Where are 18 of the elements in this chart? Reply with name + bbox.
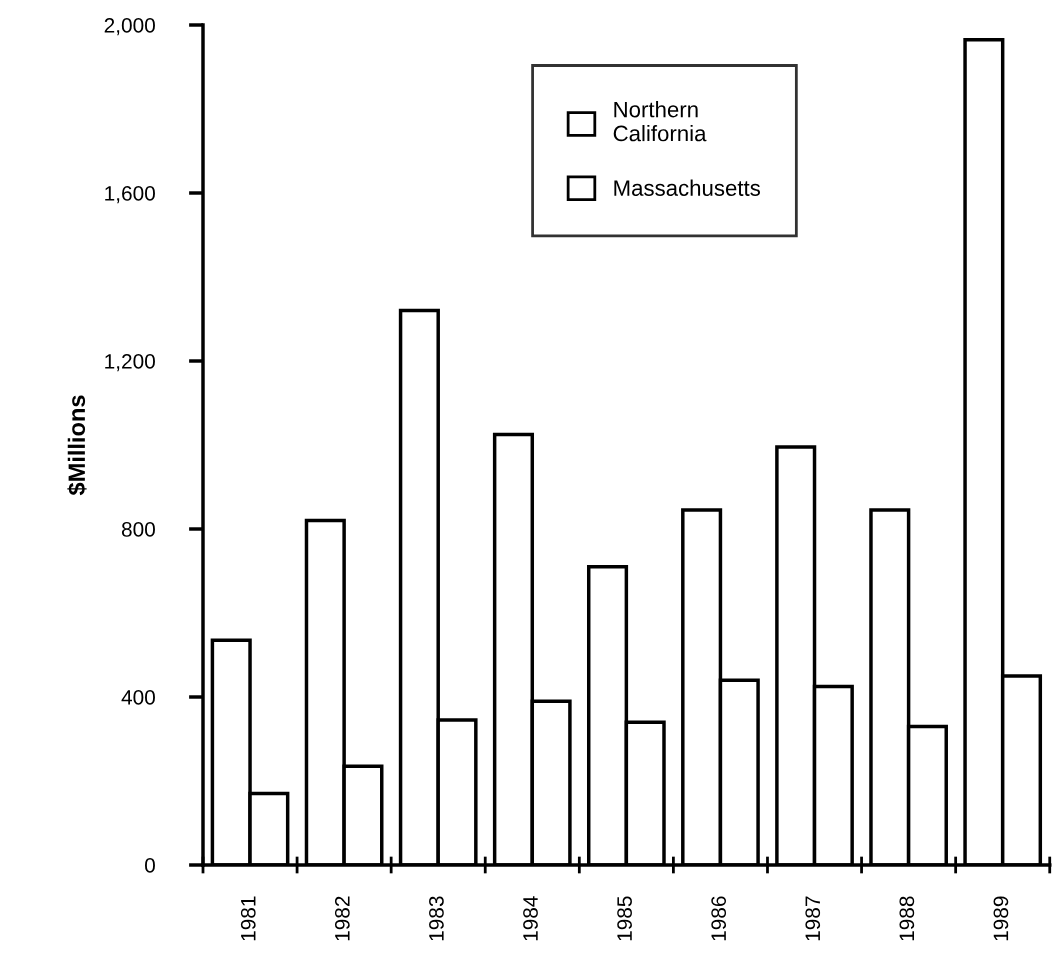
y-tick-label: 2,000 — [104, 18, 155, 36]
legend-label: Massachusetts — [614, 179, 760, 196]
x-tick-label: 1988 — [899, 896, 915, 941]
x-tick-label: 1987 — [805, 896, 821, 941]
y-tick-label: 1,600 — [105, 186, 155, 204]
x-tick-label: 1981 — [240, 896, 256, 941]
legend-label: Northern California — [613, 101, 707, 142]
x-tick-label: 1984 — [523, 896, 538, 941]
y-tick-label: 1,200 — [105, 354, 155, 372]
y-tick-label: 400 — [121, 690, 155, 705]
x-tick-label: 1983 — [429, 896, 444, 941]
x-tick-label: 1985 — [617, 896, 632, 941]
y-tick-label: 800 — [121, 522, 155, 537]
y-tick-label: 0 — [145, 858, 155, 873]
x-tick-label: 1982 — [334, 896, 350, 941]
y-axis-title: $Millions — [67, 395, 87, 496]
x-tick-label: 1986 — [711, 896, 727, 941]
x-tick-label: 1989 — [993, 896, 1009, 941]
